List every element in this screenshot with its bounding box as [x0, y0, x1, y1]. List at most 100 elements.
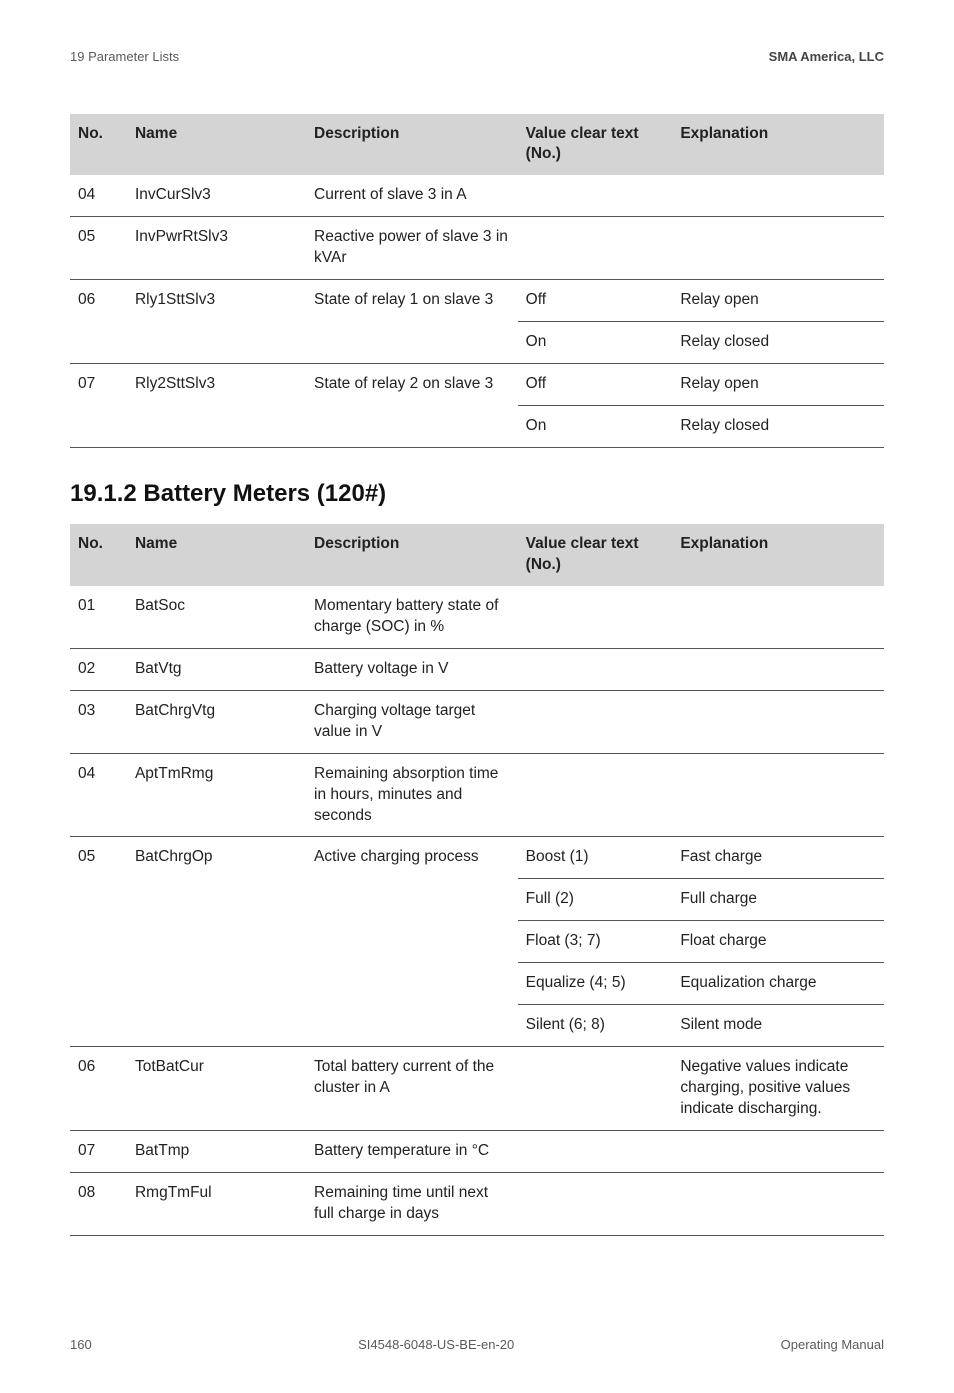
cell-desc: Momentary battery state of charge (SOC) … [306, 586, 518, 648]
cell-desc: State of relay 2 on slave 3 [306, 364, 518, 448]
cell-exp [672, 586, 884, 648]
header-right: SMA America, LLC [769, 48, 884, 66]
col-header: No. [70, 524, 127, 586]
cell-val [518, 217, 673, 280]
cell-no: 07 [70, 364, 127, 448]
cell-name: RmgTmFul [127, 1172, 306, 1235]
table-row: 07Rly2SttSlv3State of relay 2 on slave 3… [70, 364, 884, 406]
cell-desc: Remaining time until next full charge in… [306, 1172, 518, 1235]
cell-name: AptTmRmg [127, 753, 306, 837]
cell-exp: Relay open [672, 280, 884, 322]
cell-val: Equalize (4; 5) [518, 963, 673, 1005]
table-row: 03BatChrgVtgCharging voltage target valu… [70, 690, 884, 753]
col-header: Value clear text (No.) [518, 524, 673, 586]
cell-val: Float (3; 7) [518, 921, 673, 963]
cell-exp [672, 648, 884, 690]
cell-desc: Battery voltage in V [306, 648, 518, 690]
cell-desc: Active charging process [306, 837, 518, 1047]
cell-exp: Relay closed [672, 405, 884, 447]
table-row: 02BatVtgBattery voltage in V [70, 648, 884, 690]
cell-exp: Silent mode [672, 1005, 884, 1047]
cell-name: TotBatCur [127, 1047, 306, 1131]
parameter-table-1: No.NameDescriptionValue clear text (No.)… [70, 114, 884, 448]
cell-val: On [518, 405, 673, 447]
cell-val [518, 1130, 673, 1172]
cell-name: BatTmp [127, 1130, 306, 1172]
cell-exp: Relay closed [672, 322, 884, 364]
cell-desc: State of relay 1 on slave 3 [306, 280, 518, 364]
cell-exp: Negative values indicate charging, posit… [672, 1047, 884, 1131]
cell-name: BatSoc [127, 586, 306, 648]
cell-exp [672, 175, 884, 216]
cell-val: Silent (6; 8) [518, 1005, 673, 1047]
cell-val [518, 648, 673, 690]
cell-no: 01 [70, 586, 127, 648]
cell-val: Off [518, 280, 673, 322]
cell-exp [672, 1172, 884, 1235]
col-header: No. [70, 114, 127, 176]
cell-val [518, 1172, 673, 1235]
table-row: 06TotBatCurTotal battery current of the … [70, 1047, 884, 1131]
cell-exp: Fast charge [672, 837, 884, 879]
col-header: Description [306, 524, 518, 586]
cell-no: 04 [70, 175, 127, 216]
table-row: 05BatChrgOpActive charging processBoost … [70, 837, 884, 879]
page-footer: 160 SI4548-6048-US-BE-en-20 Operating Ma… [70, 1336, 884, 1354]
cell-exp [672, 690, 884, 753]
cell-val: Full (2) [518, 879, 673, 921]
table-row: 04AptTmRmgRemaining absorption time in h… [70, 753, 884, 837]
page-header: 19 Parameter Lists SMA America, LLC [70, 48, 884, 66]
cell-desc: Total battery current of the cluster in … [306, 1047, 518, 1131]
cell-val: Boost (1) [518, 837, 673, 879]
cell-exp [672, 1130, 884, 1172]
cell-val [518, 586, 673, 648]
col-header: Description [306, 114, 518, 176]
cell-no: 06 [70, 280, 127, 364]
cell-desc: Remaining absorption time in hours, minu… [306, 753, 518, 837]
footer-page-number: 160 [70, 1336, 92, 1354]
cell-name: InvCurSlv3 [127, 175, 306, 216]
cell-name: BatChrgOp [127, 837, 306, 1047]
cell-exp: Full charge [672, 879, 884, 921]
cell-name: Rly2SttSlv3 [127, 364, 306, 448]
cell-name: InvPwrRtSlv3 [127, 217, 306, 280]
cell-no: 05 [70, 837, 127, 1047]
cell-exp: Float charge [672, 921, 884, 963]
cell-desc: Charging voltage target value in V [306, 690, 518, 753]
cell-val [518, 690, 673, 753]
footer-doc-id: SI4548-6048-US-BE-en-20 [358, 1336, 514, 1354]
cell-desc: Reactive power of slave 3 in kVAr [306, 217, 518, 280]
header-left: 19 Parameter Lists [70, 48, 179, 66]
col-header: Explanation [672, 114, 884, 176]
cell-no: 03 [70, 690, 127, 753]
cell-desc: Current of slave 3 in A [306, 175, 518, 216]
cell-desc: Battery temperature in °C [306, 1130, 518, 1172]
cell-no: 08 [70, 1172, 127, 1235]
cell-no: 04 [70, 753, 127, 837]
cell-val: On [518, 322, 673, 364]
cell-exp: Relay open [672, 364, 884, 406]
cell-exp [672, 217, 884, 280]
cell-exp [672, 753, 884, 837]
col-header: Name [127, 114, 306, 176]
cell-val: Off [518, 364, 673, 406]
parameter-table-2: No.NameDescriptionValue clear text (No.)… [70, 524, 884, 1235]
cell-val [518, 175, 673, 216]
cell-exp: Equalization charge [672, 963, 884, 1005]
cell-no: 07 [70, 1130, 127, 1172]
col-header: Name [127, 524, 306, 586]
col-header: Explanation [672, 524, 884, 586]
section-title: 19.1.2 Battery Meters (120#) [70, 478, 884, 510]
col-header: Value clear text (No.) [518, 114, 673, 176]
cell-name: BatChrgVtg [127, 690, 306, 753]
cell-val [518, 1047, 673, 1131]
cell-name: BatVtg [127, 648, 306, 690]
footer-manual-label: Operating Manual [781, 1336, 884, 1354]
table-row: 04InvCurSlv3Current of slave 3 in A [70, 175, 884, 216]
table-row: 08RmgTmFulRemaining time until next full… [70, 1172, 884, 1235]
cell-no: 05 [70, 217, 127, 280]
cell-val [518, 753, 673, 837]
table-row: 01BatSocMomentary battery state of charg… [70, 586, 884, 648]
cell-no: 02 [70, 648, 127, 690]
cell-name: Rly1SttSlv3 [127, 280, 306, 364]
